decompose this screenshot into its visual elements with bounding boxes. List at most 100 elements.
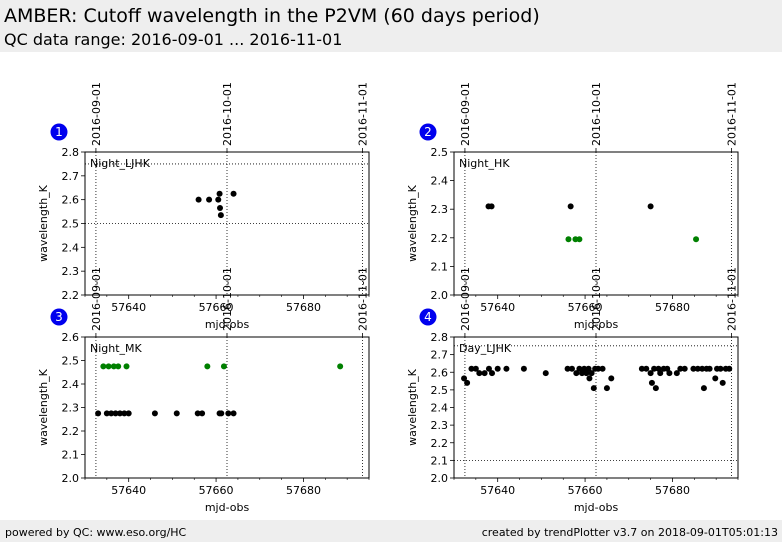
chart4-point (588, 370, 595, 377)
chart2-point (576, 236, 583, 243)
chart3-badge-number: 3 (55, 310, 63, 324)
chart4-point (520, 365, 527, 372)
chart4-point (461, 375, 468, 382)
chart4-date-label-1: 2016-10-01 (590, 267, 603, 331)
chart1-panel-label: Night_LJHK (90, 157, 151, 170)
chart4-point (472, 365, 479, 372)
page-subtitle: QC data range: 2016-09-01 ... 2016-11-01 (4, 30, 343, 49)
chart3-xtick-label-1: 57660 (199, 484, 234, 497)
page-title: AMBER: Cutoff wavelength in the P2VM (60… (4, 5, 540, 27)
chart4-point (590, 385, 597, 392)
chart4-xtick-label-1: 57660 (568, 484, 603, 497)
chart3-point (194, 410, 201, 417)
chart2-point (488, 203, 495, 210)
chart2-badge-number: 2 (424, 125, 432, 139)
chart3-ytick-label-4: 2.4 (62, 378, 80, 391)
chart1-xtick-label-0: 57640 (111, 301, 146, 314)
chart4-ytick-label-5: 2.5 (431, 384, 449, 397)
chart4-point (485, 365, 492, 372)
chart4-point (666, 370, 673, 377)
chart4-ytick-label-6: 2.6 (431, 366, 449, 379)
chart3-point (230, 410, 237, 417)
chart1-badge (50, 123, 68, 141)
chart1-point (217, 205, 224, 212)
chart4-point (464, 379, 471, 386)
chart2-ytick-label-3: 2.3 (431, 203, 449, 216)
chart4-point (699, 365, 706, 372)
chart1-ytick-label-0: 2.2 (62, 289, 80, 302)
chart3-date-label-0: 2016-09-01 (90, 267, 103, 331)
chart4-point (700, 385, 707, 392)
chart1-date-label-1: 2016-10-01 (221, 82, 234, 146)
chart4-point (603, 385, 610, 392)
chart1-point (216, 190, 223, 197)
chart3-point (151, 410, 158, 417)
chart3-point (108, 410, 115, 417)
chart1-ytick-label-4: 2.6 (62, 194, 80, 207)
chart2-xlabel: mjd-obs (574, 318, 619, 331)
footer-generator: created by trendPlotter v3.7 on 2018-09-… (481, 526, 778, 539)
chart2-frame (453, 151, 739, 296)
chart2-ytick-label-4: 2.4 (431, 175, 449, 188)
chart2-point (647, 203, 654, 210)
chart4-point (643, 365, 650, 372)
chart4-point (585, 365, 592, 372)
chart3-point (125, 410, 132, 417)
chart1-point (217, 212, 224, 219)
chart3-xtick-label-2: 57680 (286, 484, 321, 497)
chart1-point (206, 196, 213, 203)
chart2-xtick-label-0: 57640 (480, 301, 515, 314)
header-bar: AMBER: Cutoff wavelength in the P2VM (60… (0, 0, 782, 52)
chart4-point (694, 365, 701, 372)
chart4-ylabel: wavelength_K (406, 368, 419, 446)
chart3-point (100, 363, 107, 370)
chart4-ytick-label-3: 2.3 (431, 419, 449, 432)
chart1-xtick-label-1: 57660 (199, 301, 234, 314)
chart4-point (595, 365, 602, 372)
chart4-point (481, 370, 488, 377)
chart2-ytick-label-2: 2.2 (431, 232, 449, 245)
chart4-point (494, 365, 501, 372)
chart3-point (218, 410, 225, 417)
chart1-ytick-label-5: 2.7 (62, 170, 80, 183)
chart4-point (681, 365, 688, 372)
chart4-point (638, 365, 645, 372)
chart2-ytick-label-5: 2.5 (431, 146, 449, 159)
chart4-point (677, 365, 684, 372)
chart3-point (116, 410, 123, 417)
chart1-ytick-label-3: 2.5 (62, 218, 80, 231)
chart4-point (576, 365, 583, 372)
chart2-panel-label: Night_HK (459, 157, 510, 170)
chart1-ytick-label-1: 2.3 (62, 265, 80, 278)
chart4-point (712, 375, 719, 382)
chart1-xlabel: mjd-obs (205, 318, 250, 331)
chart4-point (651, 365, 658, 372)
chart2-ytick-label-1: 2.1 (431, 260, 449, 273)
chart3-panel-label: Night_MK (90, 342, 143, 355)
chart3-xtick-label-0: 57640 (111, 484, 146, 497)
chart4-point (503, 365, 510, 372)
chart4-panel-label: Day_LJHK (459, 342, 512, 355)
chart3-ytick-label-3: 2.3 (62, 402, 80, 415)
chart4-point (657, 370, 664, 377)
chart3-ylabel: wavelength_K (37, 368, 50, 446)
chart4-point (468, 365, 475, 372)
chart4-xtick-label-0: 57640 (480, 484, 515, 497)
chart1-ytick-label-6: 2.8 (62, 146, 80, 159)
chart4-point (564, 365, 571, 372)
chart3-point (115, 363, 122, 370)
chart4-point (652, 385, 659, 392)
chart3-ytick-label-6: 2.6 (62, 331, 80, 344)
chart4-point (476, 370, 483, 377)
chart4-point (647, 370, 654, 377)
chart4-ytick-label-7: 2.7 (431, 349, 449, 362)
chart1-point (195, 196, 202, 203)
chart4-point (673, 370, 680, 377)
chart1-ylabel: wavelength_K (37, 184, 50, 262)
chart3-point (123, 363, 130, 370)
chart3-point (199, 410, 206, 417)
chart3-point (95, 410, 102, 417)
chart3-ytick-label-1: 2.1 (62, 449, 80, 462)
chart4-xlabel: mjd-obs (574, 501, 619, 514)
chart1-point (215, 196, 222, 203)
